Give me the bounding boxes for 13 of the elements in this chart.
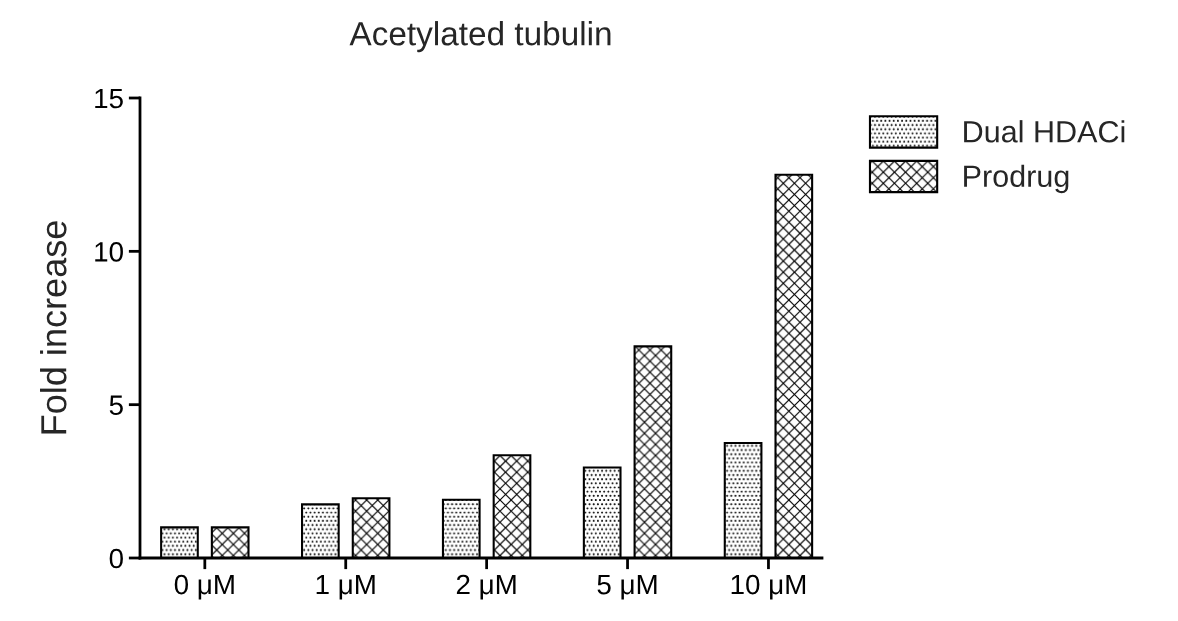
legend-label: Prodrug	[964, 164, 1069, 194]
y-tick-label: 15	[95, 88, 123, 109]
x-tick-label: 2 μM	[456, 574, 516, 600]
y-tick-label: 5	[109, 395, 123, 416]
x-tick-label: 5 μM	[597, 574, 657, 600]
x-tick-label: 10 μM	[731, 574, 806, 600]
y-axis-title: Fold increase	[40, 221, 67, 434]
chart-title: Acetylated tubulin	[349, 21, 611, 53]
legend-label: Dual HDACi	[964, 120, 1125, 143]
x-tick-label: 0 μM	[174, 574, 234, 600]
x-tick-label: 1 μM	[316, 574, 375, 600]
y-tick-label: 10	[95, 242, 123, 262]
y-tick-label: 0	[109, 548, 123, 569]
